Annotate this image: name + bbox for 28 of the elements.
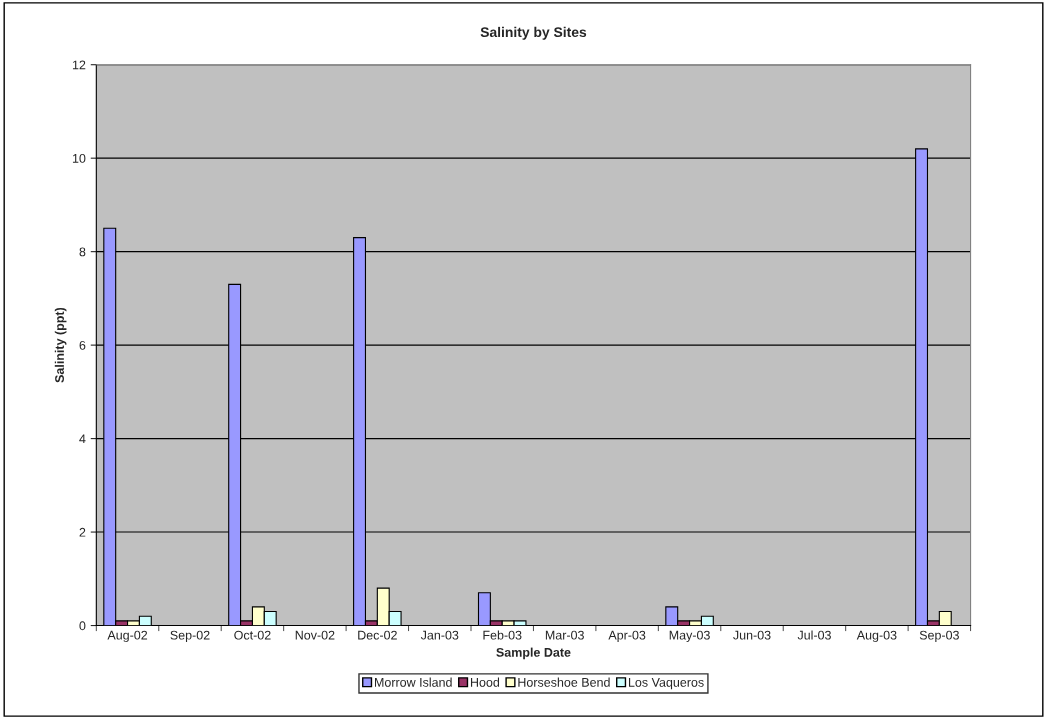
x-tick-label: Dec-02 bbox=[358, 630, 397, 640]
x-tick-label: Oct-02 bbox=[234, 630, 271, 640]
y-tick-label: 0 bbox=[79, 621, 86, 631]
x-tick-label: Jan-03 bbox=[420, 630, 459, 640]
x-tick-label: Jun-03 bbox=[733, 630, 771, 640]
x-axis-title: Sample Date bbox=[496, 647, 571, 660]
legend-label: Hood bbox=[470, 677, 500, 687]
x-tick-label: Feb-03 bbox=[483, 630, 522, 640]
x-tick-label: Mar-03 bbox=[545, 630, 584, 640]
x-tick-label: Aug-02 bbox=[107, 630, 148, 643]
x-tick-label: Sep-03 bbox=[919, 630, 959, 643]
x-tick-label: Sep-02 bbox=[170, 630, 210, 643]
x-tick-label: Aug-03 bbox=[856, 630, 897, 643]
x-tick-label: Nov-02 bbox=[295, 630, 335, 640]
x-tick-label: May-03 bbox=[669, 630, 710, 643]
legend-label: Horseshoe Bend bbox=[518, 677, 610, 687]
y-tick-label: 8 bbox=[79, 247, 86, 257]
y-axis-title: Salinity (ppt) bbox=[54, 307, 67, 383]
y-tick-label: 6 bbox=[79, 340, 86, 350]
x-tick-label: Apr-03 bbox=[608, 630, 646, 643]
y-tick-label: 4 bbox=[79, 434, 86, 444]
y-tick-label: 12 bbox=[72, 60, 86, 70]
chart-title: Salinity by Sites bbox=[480, 26, 587, 40]
y-tick-label: 10 bbox=[72, 153, 86, 163]
legend-label: Los Vaqueros bbox=[628, 678, 704, 690]
legend-label: Morrow Island bbox=[375, 677, 452, 687]
y-tick-label: 2 bbox=[79, 527, 86, 537]
x-tick-label: Jul-03 bbox=[797, 630, 831, 640]
